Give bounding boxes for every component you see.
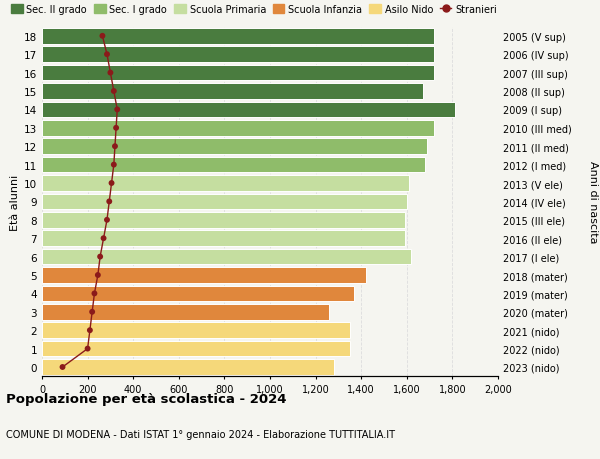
Bar [42, 194, 407, 210]
Point [89, 290, 99, 297]
Point [104, 198, 114, 206]
Bar [42, 249, 412, 265]
Point [85, 327, 95, 334]
Bar [42, 29, 434, 45]
Point [112, 125, 121, 132]
Point [106, 70, 115, 77]
Bar [42, 231, 404, 246]
Bar [42, 102, 455, 118]
Legend: Sec. II grado, Sec. I grado, Scuola Primaria, Scuola Infanzia, Asilo Nido, Stran: Sec. II grado, Sec. I grado, Scuola Prim… [11, 5, 497, 15]
Point [102, 51, 112, 59]
Bar [42, 84, 423, 100]
Point [95, 253, 105, 261]
Bar [42, 66, 434, 81]
Point [107, 180, 116, 187]
Point [112, 106, 122, 114]
Bar [42, 268, 366, 283]
Point [83, 345, 92, 353]
Text: COMUNE DI MODENA - Dati ISTAT 1° gennaio 2024 - Elaborazione TUTTITALIA.IT: COMUNE DI MODENA - Dati ISTAT 1° gennaio… [6, 429, 395, 439]
Bar [42, 121, 434, 136]
Text: Popolazione per età scolastica - 2024: Popolazione per età scolastica - 2024 [6, 392, 287, 405]
Bar [42, 47, 434, 63]
Bar [42, 139, 427, 155]
Y-axis label: Età alunni: Età alunni [10, 174, 20, 230]
Bar [42, 286, 355, 302]
Point [109, 162, 119, 169]
Point [93, 272, 103, 279]
Bar [42, 323, 350, 338]
Bar [42, 213, 404, 228]
Bar [42, 359, 334, 375]
Point [102, 217, 112, 224]
Bar [42, 341, 350, 357]
Point [99, 235, 109, 242]
Point [88, 308, 97, 316]
Point [109, 88, 119, 95]
Bar [42, 304, 329, 320]
Bar [42, 176, 409, 191]
Point [98, 33, 107, 40]
Point [110, 143, 120, 151]
Bar [42, 157, 425, 173]
Point [58, 364, 67, 371]
Y-axis label: Anni di nascita: Anni di nascita [588, 161, 598, 243]
